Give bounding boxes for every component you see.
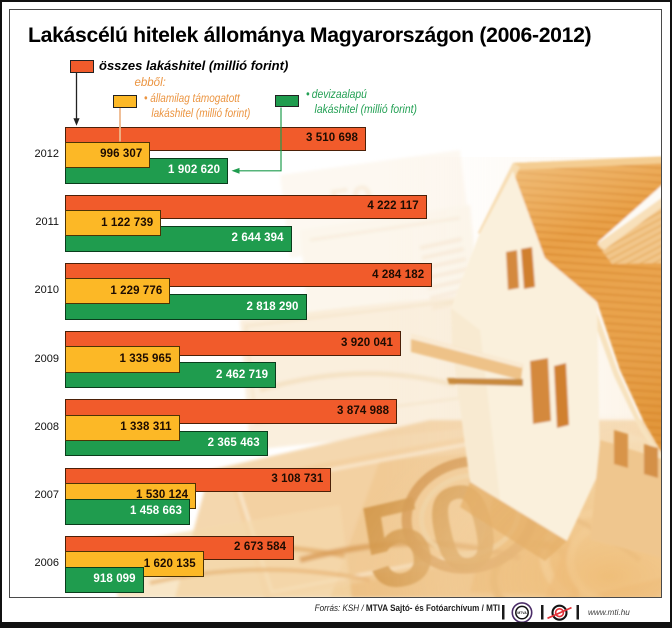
svg-text:www.mti.hu: www.mti.hu [588,608,630,617]
svg-text:MTVA: MTVA [517,611,527,615]
